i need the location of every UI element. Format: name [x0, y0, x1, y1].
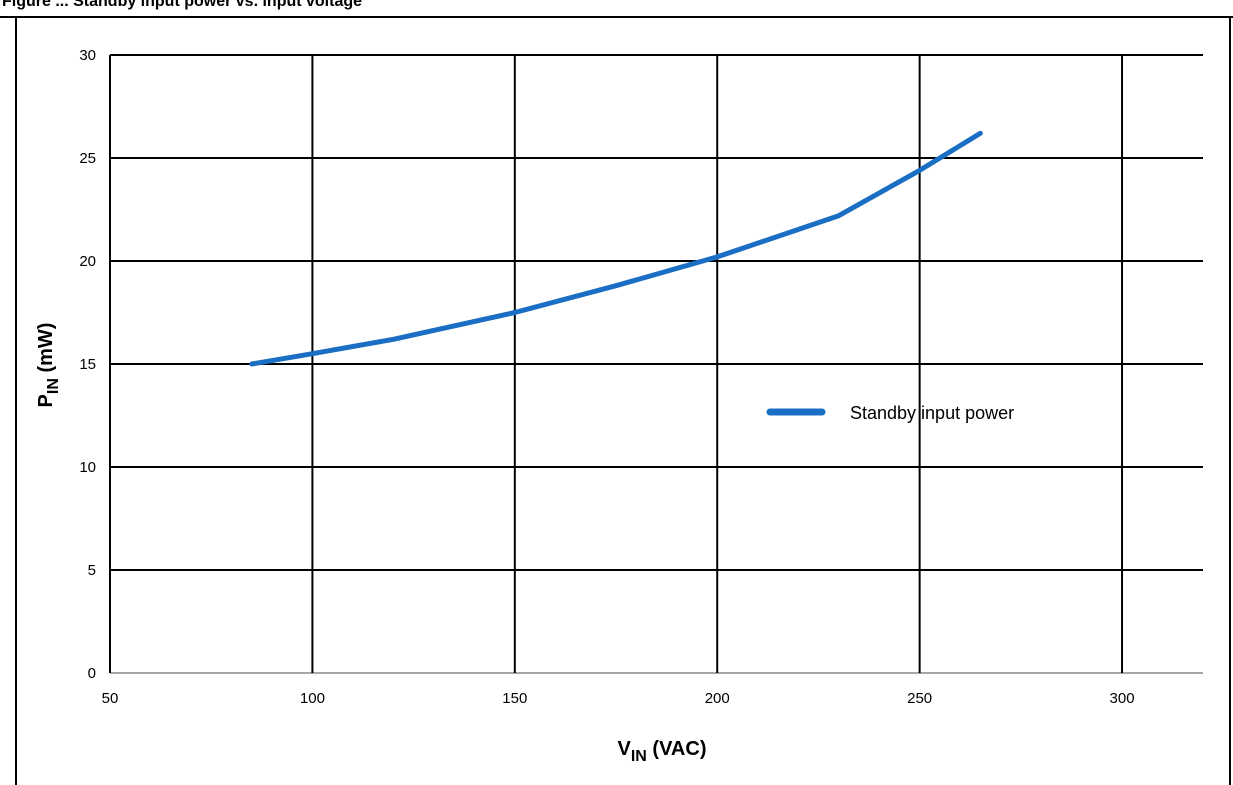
x-tick-label: 150: [502, 690, 527, 707]
series-line: [249, 130, 983, 367]
y-tick-label: 15: [79, 356, 96, 373]
grid: [109, 54, 1203, 674]
y-tick-label: 20: [79, 253, 96, 270]
x-tick-label: 250: [907, 690, 932, 707]
y-tick-label: 10: [79, 459, 96, 476]
tick-labels: 0 5 10 15 20 25 30 50 100 150 200 250 300: [79, 47, 1134, 707]
x-tick-label: 100: [300, 690, 325, 707]
x-axis-title: VIN (VAC): [618, 738, 707, 765]
figure-caption: Figure ... Standby input power vs. input…: [2, 0, 362, 10]
legend-label: Standby input power: [850, 403, 1014, 423]
y-tick-label: 0: [88, 665, 96, 682]
x-tick-label: 50: [102, 690, 119, 707]
x-tick-label: 200: [705, 690, 730, 707]
y-tick-label: 5: [88, 562, 96, 579]
y-axis-title: PIN (mW): [35, 323, 62, 408]
series-lines: [249, 130, 983, 367]
legend: Standby input power: [766, 403, 1014, 423]
y-tick-label: 30: [79, 47, 96, 64]
x-tick-label: 300: [1110, 690, 1135, 707]
y-tick-label: 25: [79, 150, 96, 167]
